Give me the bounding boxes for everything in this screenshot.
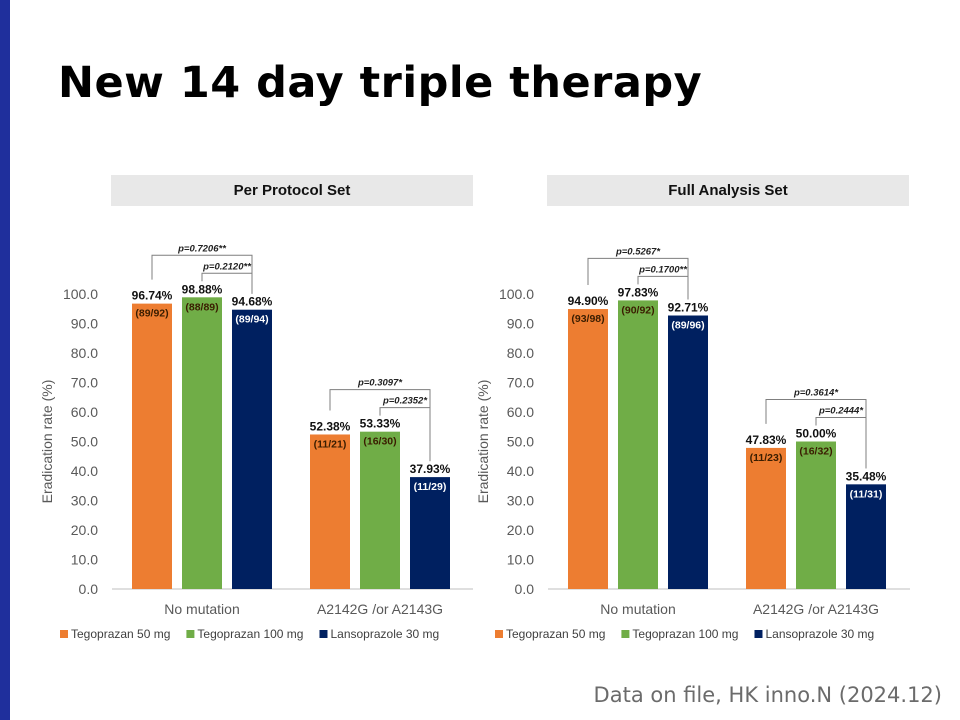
- count-label: (93/98): [571, 313, 604, 325]
- count-label: (11/29): [414, 481, 447, 493]
- count-label: (88/89): [185, 301, 218, 313]
- bar: [410, 477, 450, 589]
- significance-bracket: [379, 407, 431, 462]
- y-tick-label: 0.0: [79, 581, 99, 597]
- data-label: 98.88%: [182, 282, 223, 296]
- bar: [568, 309, 608, 589]
- y-tick-label: 40.0: [507, 463, 534, 479]
- p-value-label: p=0.2120**: [202, 261, 252, 272]
- y-tick-label: 40.0: [71, 463, 98, 479]
- y-tick-label: 80.0: [71, 345, 98, 361]
- data-label: 37.93%: [410, 462, 451, 476]
- bar: [846, 484, 886, 589]
- y-tick-label: 100.0: [63, 286, 98, 302]
- slide-accent-bar: [0, 0, 10, 720]
- data-label: 50.00%: [796, 427, 837, 441]
- y-tick-label: 90.0: [507, 316, 534, 332]
- y-axis-title: Eradication rate (%): [475, 380, 491, 504]
- p-value-label: p=0.3097*: [357, 378, 403, 389]
- significance-bracket: [201, 272, 253, 294]
- p-value-label: p=0.5267*: [615, 246, 661, 257]
- significance-bracket: [815, 417, 867, 469]
- bar: [618, 300, 658, 589]
- bar: [746, 447, 786, 589]
- legend-swatch: [186, 630, 195, 638]
- y-tick-label: 100.0: [499, 286, 534, 302]
- y-tick-label: 0.0: [515, 581, 535, 597]
- data-label: 92.71%: [668, 301, 709, 315]
- bar: [668, 315, 708, 589]
- legend-label: Lansoprazole 30 mg: [330, 627, 439, 641]
- legend-swatch: [319, 630, 328, 638]
- data-label: 97.83%: [618, 285, 659, 299]
- data-label: 35.48%: [846, 469, 887, 483]
- legend-label: Tegoprazan 50 mg: [71, 627, 170, 641]
- count-label: (11/23): [750, 452, 783, 464]
- y-tick-label: 10.0: [507, 552, 534, 568]
- count-label: (16/30): [363, 436, 396, 448]
- x-category-label: A2142G /or A2143G: [317, 601, 443, 617]
- y-tick-label: 60.0: [507, 404, 534, 420]
- bar: [796, 441, 836, 589]
- significance-bracket: [637, 275, 689, 300]
- bar: [232, 309, 272, 589]
- legend-label: Tegoprazan 100 mg: [197, 627, 303, 641]
- bar: [310, 434, 350, 589]
- count-label: (89/92): [135, 308, 168, 320]
- legend-label: Tegoprazan 100 mg: [632, 627, 738, 641]
- p-value-label: p=0.2444*: [818, 406, 864, 417]
- y-tick-label: 60.0: [71, 404, 98, 420]
- y-tick-label: 50.0: [71, 434, 98, 450]
- panel-title-per-protocol: Per Protocol Set: [111, 175, 473, 206]
- legend-label: Tegoprazan 50 mg: [506, 627, 605, 641]
- data-label: 53.33%: [360, 417, 401, 431]
- y-tick-label: 80.0: [507, 345, 534, 361]
- y-tick-label: 70.0: [71, 375, 98, 391]
- p-value-label: p=0.7206**: [177, 243, 227, 254]
- x-category-label: No mutation: [164, 601, 239, 617]
- count-label: (89/94): [235, 314, 268, 326]
- count-label: (90/92): [621, 304, 654, 316]
- bar: [360, 431, 400, 589]
- count-label: (89/96): [671, 320, 704, 332]
- count-label: (11/31): [850, 488, 883, 500]
- legend-swatch: [495, 630, 503, 638]
- y-tick-label: 50.0: [507, 434, 534, 450]
- data-label: 47.83%: [746, 433, 787, 447]
- y-tick-label: 30.0: [507, 493, 534, 509]
- data-label: 52.38%: [310, 419, 351, 433]
- data-label: 94.68%: [232, 295, 273, 309]
- data-label: 94.90%: [568, 294, 609, 308]
- y-tick-label: 20.0: [71, 522, 98, 538]
- legend-label: Lansoprazole 30 mg: [765, 627, 874, 641]
- panel-title-full-analysis: Full Analysis Set: [547, 175, 909, 206]
- x-category-label: A2142G /or A2143G: [753, 601, 879, 617]
- y-axis-title: Eradication rate (%): [39, 380, 55, 504]
- y-tick-label: 70.0: [507, 375, 534, 391]
- data-label: 96.74%: [132, 289, 173, 303]
- legend-swatch: [60, 630, 68, 638]
- legend-swatch: [621, 630, 630, 638]
- y-tick-label: 90.0: [71, 316, 98, 332]
- y-tick-label: 30.0: [71, 493, 98, 509]
- count-label: (11/21): [314, 438, 347, 450]
- bar: [132, 303, 172, 589]
- slide-title: New 14 day triple therapy: [58, 58, 703, 108]
- p-value-label: p=0.3614*: [793, 388, 839, 399]
- legend-swatch: [754, 630, 763, 638]
- y-tick-label: 10.0: [71, 552, 98, 568]
- source-footnote: Data on file, HK inno.N (2024.12): [593, 683, 942, 707]
- p-value-label: p=0.1700**: [638, 264, 688, 275]
- p-value-label: p=0.2352*: [382, 396, 428, 407]
- x-category-label: No mutation: [600, 601, 675, 617]
- count-label: (16/32): [799, 446, 832, 458]
- y-tick-label: 20.0: [507, 522, 534, 538]
- bar: [182, 297, 222, 589]
